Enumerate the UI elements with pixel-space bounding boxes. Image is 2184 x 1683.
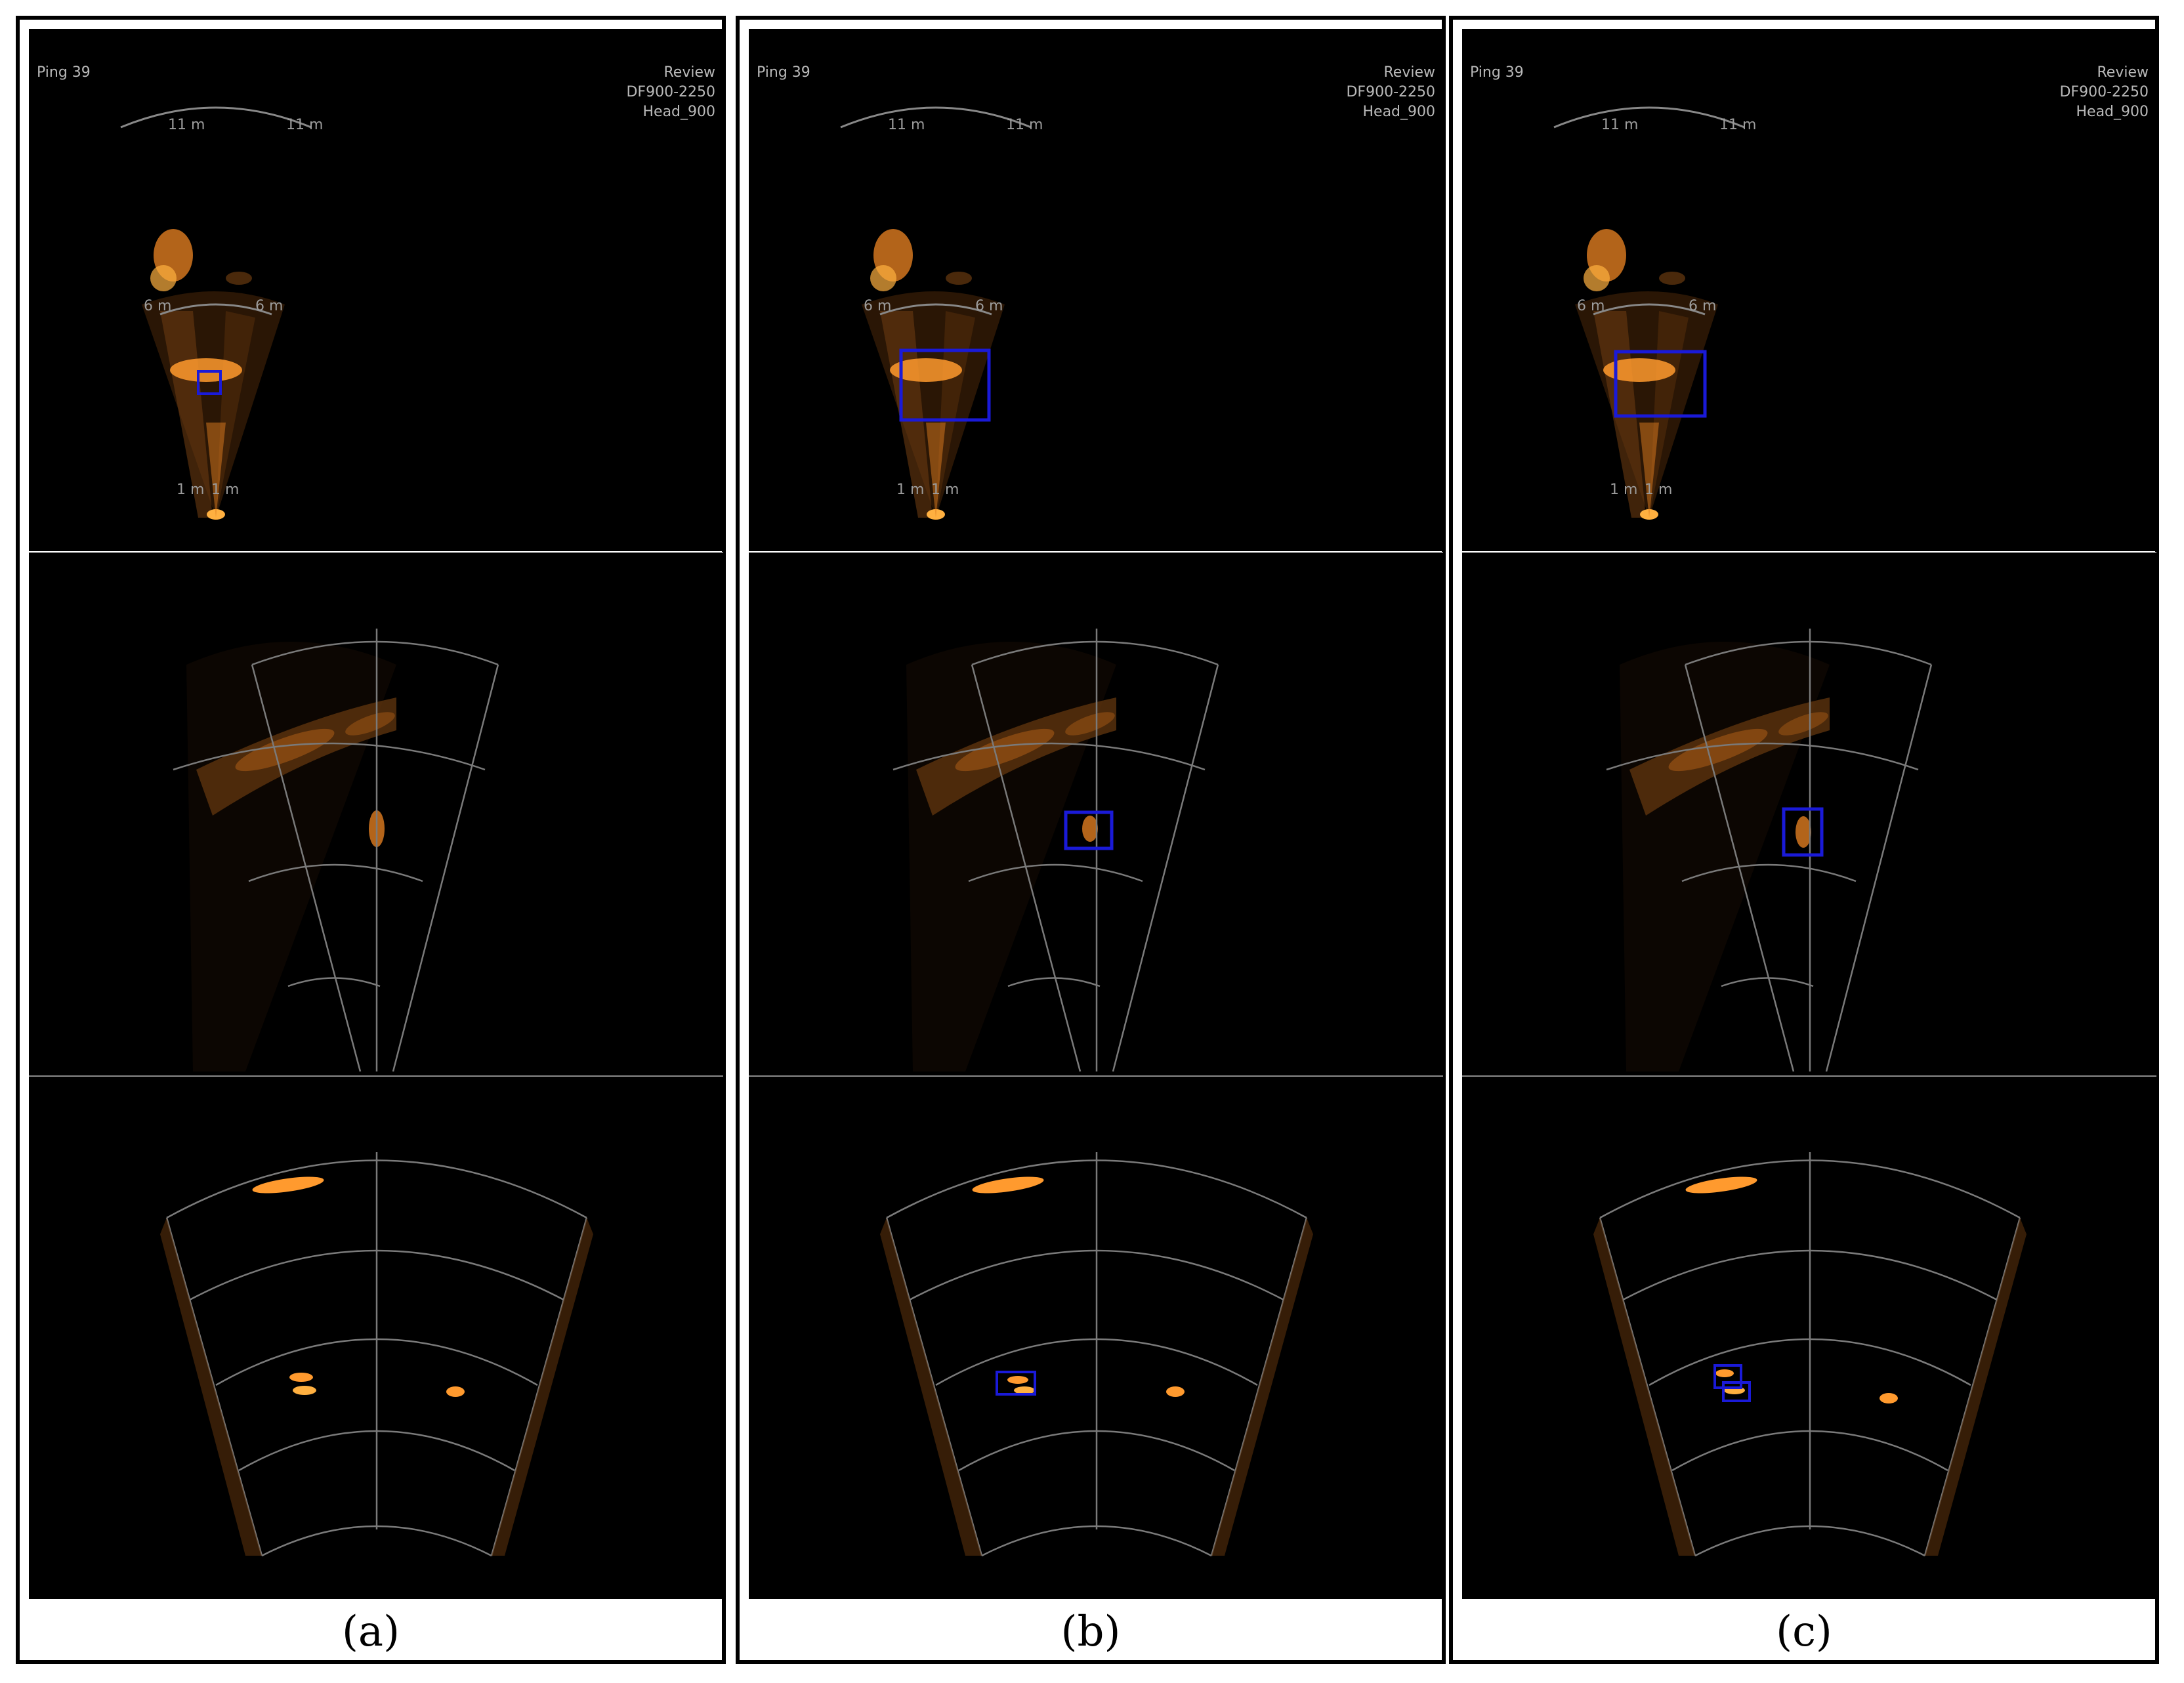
head-label: Head_900 bbox=[2076, 104, 2149, 120]
sonar-info: Review DF900-2250 Head_900 bbox=[626, 63, 715, 122]
range-label: 6 m bbox=[144, 298, 172, 314]
detection-box bbox=[1782, 807, 1824, 857]
range-label: 1 m bbox=[896, 482, 925, 498]
range-label: 1 m bbox=[177, 482, 205, 498]
panel-caption: (b) bbox=[1060, 1608, 1121, 1656]
panel-caption: (a) bbox=[341, 1608, 400, 1656]
sonar-fan-image bbox=[1606, 629, 1933, 1072]
sonar-info: Review DF900-2250 Head_900 bbox=[1346, 63, 1435, 122]
sonar-fan-image bbox=[1593, 1152, 2026, 1557]
range-label: 1 m bbox=[1610, 482, 1638, 498]
range-label: 6 m bbox=[1689, 298, 1717, 314]
range-label: 11 m bbox=[1006, 117, 1043, 133]
mode-label: Review bbox=[1383, 64, 1436, 81]
ping-label: Ping 39 bbox=[1470, 64, 1524, 81]
divider bbox=[1462, 552, 2156, 553]
sonar-panel-top: Ping 39 Review DF900-2250 Head_900 11 m … bbox=[1462, 29, 2156, 551]
range-label: 1 m bbox=[1645, 482, 1673, 498]
mode-label: Review bbox=[663, 64, 716, 81]
sonar-panel-bottom bbox=[1462, 1077, 2156, 1599]
detection-box bbox=[996, 1371, 1036, 1396]
detection-box bbox=[197, 370, 222, 395]
sonar-fan-image bbox=[173, 629, 499, 1072]
panel-caption: (c) bbox=[1776, 1608, 1832, 1656]
head-label: Head_900 bbox=[642, 104, 715, 120]
sonar-fan-image bbox=[160, 1152, 593, 1557]
model-label: DF900-2250 bbox=[1346, 84, 1435, 100]
sonar-fan-image bbox=[1553, 106, 1745, 520]
range-label: 6 m bbox=[975, 298, 1003, 314]
divider bbox=[29, 1075, 723, 1077]
detection-box bbox=[1064, 810, 1114, 850]
ping-label: Ping 39 bbox=[757, 64, 810, 81]
range-label: 11 m bbox=[286, 117, 324, 133]
model-label: DF900-2250 bbox=[2059, 84, 2149, 100]
range-label: 6 m bbox=[255, 298, 284, 314]
range-label: 11 m bbox=[168, 117, 205, 133]
range-label: 1 m bbox=[931, 482, 959, 498]
column-c: Ping 39 Review DF900-2250 Head_900 11 m … bbox=[1449, 16, 2159, 1664]
detection-box bbox=[1722, 1381, 1751, 1402]
column-b: Ping 39 Review DF900-2250 Head_900 11 m … bbox=[736, 16, 1446, 1664]
sonar-fan-image bbox=[120, 106, 312, 520]
range-label: 11 m bbox=[888, 117, 925, 133]
sonar-fan-image bbox=[880, 1152, 1313, 1557]
sonar-panel-top: Ping 39 Review DF900-2250 Head_900 11 m … bbox=[29, 29, 723, 551]
detection-box bbox=[1614, 350, 1707, 418]
sonar-panel-middle bbox=[749, 553, 1443, 1075]
sonar-panel-middle bbox=[1462, 553, 2156, 1075]
sonar-info: Review DF900-2250 Head_900 bbox=[2059, 63, 2149, 122]
sonar-panel-bottom bbox=[749, 1077, 1443, 1599]
head-label: Head_900 bbox=[1362, 104, 1435, 120]
sonar-panel-top: Ping 39 Review DF900-2250 Head_900 11 m … bbox=[749, 29, 1443, 551]
ping-label: Ping 39 bbox=[37, 64, 91, 81]
divider bbox=[749, 1075, 1443, 1077]
range-label: 11 m bbox=[1719, 117, 1757, 133]
divider bbox=[749, 552, 1443, 553]
sonar-panel-middle bbox=[29, 553, 723, 1075]
detection-box bbox=[1713, 1364, 1742, 1389]
mode-label: Review bbox=[2097, 64, 2149, 81]
sonar-panel-bottom bbox=[29, 1077, 723, 1599]
range-label: 11 m bbox=[1601, 117, 1639, 133]
divider bbox=[29, 552, 723, 553]
detection-box bbox=[899, 348, 991, 422]
range-label: 6 m bbox=[864, 298, 892, 314]
sonar-fan-image bbox=[840, 106, 1032, 520]
sonar-fan-image bbox=[892, 629, 1219, 1072]
range-label: 6 m bbox=[1577, 298, 1605, 314]
divider bbox=[1462, 1075, 2156, 1077]
model-label: DF900-2250 bbox=[626, 84, 715, 100]
range-label: 1 m bbox=[211, 482, 240, 498]
column-a: Ping 39 Review DF900-2250 Head_900 11 m … bbox=[16, 16, 726, 1664]
